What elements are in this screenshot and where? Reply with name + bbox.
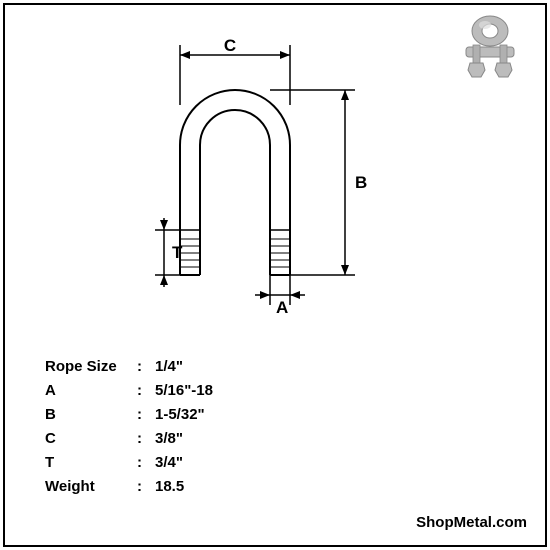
spec-row: T : 3/4" bbox=[45, 451, 213, 475]
spec-label: C bbox=[45, 427, 137, 451]
spec-row: Rope Size : 1/4" bbox=[45, 355, 213, 379]
product-thumbnail bbox=[450, 13, 530, 88]
dim-a-label: A bbox=[276, 298, 288, 315]
dim-c-label: C bbox=[224, 36, 236, 55]
site-name: ShopMetal.com bbox=[416, 514, 527, 531]
spec-row: B : 1-5/32" bbox=[45, 403, 213, 427]
outer-frame: C bbox=[3, 3, 547, 547]
spec-colon: : bbox=[137, 355, 155, 379]
spec-value: 1-5/32" bbox=[155, 403, 205, 427]
u-bolt-diagram: C bbox=[100, 35, 380, 315]
spec-label: B bbox=[45, 403, 137, 427]
spec-value: 3/4" bbox=[155, 451, 183, 475]
spec-label: Rope Size bbox=[45, 355, 137, 379]
spec-colon: : bbox=[137, 379, 155, 403]
dimension-t: T bbox=[155, 218, 183, 287]
spec-value: 5/16"-18 bbox=[155, 379, 213, 403]
specs-table: Rope Size : 1/4" A : 5/16"-18 B : 1-5/32… bbox=[45, 355, 213, 499]
spec-label: A bbox=[45, 379, 137, 403]
spec-colon: : bbox=[137, 403, 155, 427]
spec-label: T bbox=[45, 451, 137, 475]
spec-row: Weight : 18.5 bbox=[45, 475, 213, 499]
u-bolt-body bbox=[180, 90, 290, 275]
spec-value: 3/8" bbox=[155, 427, 183, 451]
dimension-c: C bbox=[180, 36, 290, 105]
spec-colon: : bbox=[137, 451, 155, 475]
thread-left bbox=[180, 230, 200, 267]
dimension-b: B bbox=[270, 90, 367, 275]
dimension-a: A bbox=[255, 275, 305, 315]
spec-row: A : 5/16"-18 bbox=[45, 379, 213, 403]
spec-row: C : 3/8" bbox=[45, 427, 213, 451]
dim-t-label: T bbox=[172, 243, 183, 262]
spec-value: 1/4" bbox=[155, 355, 183, 379]
spec-label: Weight bbox=[45, 475, 137, 499]
spec-value: 18.5 bbox=[155, 475, 184, 499]
dim-b-label: B bbox=[355, 173, 367, 192]
spec-colon: : bbox=[137, 475, 155, 499]
spec-colon: : bbox=[137, 427, 155, 451]
thread-right bbox=[270, 230, 290, 267]
